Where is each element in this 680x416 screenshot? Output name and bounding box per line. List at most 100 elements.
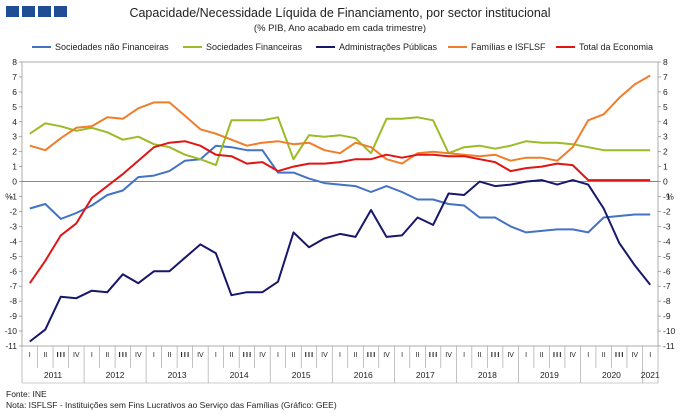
quarter-label: II bbox=[167, 352, 171, 359]
year-label: 2019 bbox=[540, 370, 559, 380]
y-tick-label-right: 6 bbox=[663, 87, 668, 97]
line-chart: 8 8 7 7 6 6 5 5 4 4 3 3 2 2 1 1 0 0 -1 -1 -2 -2 -3 -3 -4 -4 -5 -5 -6… bbox=[5, 57, 676, 384]
quarter-label: III bbox=[428, 352, 438, 359]
y-tick-label-right: -1 bbox=[663, 192, 671, 202]
legend-item-administracoes-publicas: Administrações Públicas bbox=[316, 42, 437, 52]
footnote: Nota: ISFLSF - Instituições sem Fins Luc… bbox=[6, 400, 337, 410]
y-tick-label-right: 7 bbox=[663, 72, 668, 82]
quarter-label: II bbox=[540, 352, 544, 359]
quarter-label: II bbox=[478, 352, 482, 359]
quarter-label: IV bbox=[135, 352, 142, 359]
year-label: 2013 bbox=[168, 370, 187, 380]
y-tick-label-right: -6 bbox=[663, 266, 671, 276]
y-tick-label-right: 0 bbox=[663, 177, 668, 187]
y-tick-label-left: 0 bbox=[12, 177, 17, 187]
quarter-label: IV bbox=[259, 352, 266, 359]
series-line-familias-e-isflsf bbox=[29, 74, 651, 165]
legend-label: Sociedades não Financeiras bbox=[55, 42, 169, 52]
y-tick-label-left: 3 bbox=[12, 132, 17, 142]
quarter-label: IV bbox=[321, 352, 328, 359]
y-tick-label-left: 7 bbox=[12, 72, 17, 82]
year-label: 2018 bbox=[478, 370, 497, 380]
y-tick-label-left: 2 bbox=[12, 147, 17, 157]
quarter-label: III bbox=[118, 352, 128, 359]
y-tick-label-left: 5 bbox=[12, 102, 17, 112]
quarter-label: I bbox=[277, 352, 279, 359]
legend-item-sociedades-financeiras: Sociedades Financeiras bbox=[183, 42, 302, 52]
quarter-label: IV bbox=[507, 352, 514, 359]
year-label: 2016 bbox=[354, 370, 373, 380]
year-label: 2021 bbox=[641, 370, 660, 380]
publisher-logo bbox=[6, 6, 67, 17]
y-tick-label-left: -5 bbox=[9, 251, 17, 261]
series-line-administracoes-publicas bbox=[29, 179, 651, 343]
year-label: 2011 bbox=[44, 370, 63, 380]
quarter-label: II bbox=[416, 352, 420, 359]
y-tick-label-left: 4 bbox=[12, 117, 17, 127]
quarter-label: I bbox=[463, 352, 465, 359]
y-tick-label-left: -7 bbox=[9, 281, 17, 291]
quarter-label: II bbox=[43, 352, 47, 359]
y-tick-label-left: 8 bbox=[12, 57, 17, 67]
plot-frame bbox=[21, 61, 659, 347]
legend-swatch bbox=[316, 46, 335, 48]
quarter-label: I bbox=[649, 352, 651, 359]
source-note: Fonte: INE bbox=[6, 389, 47, 399]
legend-swatch bbox=[556, 46, 575, 48]
quarter-label: I bbox=[215, 352, 217, 359]
legend-item-total-economia: Total da Economia bbox=[556, 42, 653, 52]
quarter-label: III bbox=[304, 352, 314, 359]
legend-item-sociedades-nao-financeiras: Sociedades não Financeiras bbox=[32, 42, 169, 52]
quarter-label: II bbox=[105, 352, 109, 359]
y-tick-label-right: 4 bbox=[663, 117, 668, 127]
quarter-label: IV bbox=[73, 352, 80, 359]
y-tick-label-right: 3 bbox=[663, 132, 668, 142]
y-tick-label-right: 8 bbox=[663, 57, 668, 67]
y-tick-label-left: -10 bbox=[5, 326, 18, 336]
y-tick-label-left: -8 bbox=[9, 296, 17, 306]
y-tick-label-right: -2 bbox=[663, 206, 671, 216]
quarter-label: III bbox=[552, 352, 562, 359]
year-label: 2017 bbox=[416, 370, 435, 380]
legend-label: Administrações Públicas bbox=[339, 42, 438, 52]
y-tick-label-left: -11 bbox=[5, 341, 17, 351]
quarter-label: IV bbox=[569, 352, 576, 359]
y-tick-label-left: -6 bbox=[9, 266, 17, 276]
legend-label: Total da Economia bbox=[579, 42, 654, 52]
y-tick-label-left: 1 bbox=[12, 162, 17, 172]
y-tick-label-right: -5 bbox=[663, 251, 671, 261]
quarter-label: I bbox=[587, 352, 589, 359]
y-tick-label-left: -1 bbox=[9, 192, 17, 202]
quarter-label: IV bbox=[197, 352, 204, 359]
chart-legend: Sociedades não Financeiras Sociedades Fi… bbox=[28, 42, 668, 56]
quarter-label: III bbox=[56, 352, 66, 359]
quarter-label: I bbox=[525, 352, 527, 359]
y-tick-label-right: -4 bbox=[663, 236, 671, 246]
chart-title: Capacidade/Necessidade Líquida de Financ… bbox=[129, 6, 551, 20]
series-line-sociedades-nao-financeiras bbox=[29, 144, 651, 234]
y-tick-label-left: -3 bbox=[9, 221, 17, 231]
series-line-total-da-economia bbox=[28, 140, 651, 284]
quarter-label: I bbox=[29, 352, 31, 359]
logo-block bbox=[38, 6, 51, 17]
legend-swatch bbox=[32, 46, 51, 48]
year-label: 2020 bbox=[602, 370, 621, 380]
y-tick-label-left: 6 bbox=[12, 87, 17, 97]
y-tick-label-left: -2 bbox=[9, 206, 17, 216]
quarter-label: IV bbox=[631, 352, 638, 359]
quarter-label: III bbox=[242, 352, 252, 359]
y-tick-label-right: 1 bbox=[663, 162, 668, 172]
legend-swatch bbox=[183, 46, 202, 48]
legend-label: Sociedades Financeiras bbox=[206, 42, 303, 52]
y-axis-label-left: % bbox=[5, 192, 13, 202]
chart-subtitle: (% PIB, Ano acabado em cada trimestre) bbox=[253, 23, 427, 34]
quarter-label: III bbox=[614, 352, 624, 359]
year-label: 2012 bbox=[106, 370, 125, 380]
quarter-label: I bbox=[401, 352, 403, 359]
quarter-label: IV bbox=[383, 352, 390, 359]
y-tick-label-left: -4 bbox=[9, 236, 17, 246]
quarter-label: II bbox=[354, 352, 358, 359]
y-tick-label-right: 2 bbox=[663, 147, 668, 157]
year-label: 2015 bbox=[292, 370, 311, 380]
logo-block bbox=[54, 6, 67, 17]
